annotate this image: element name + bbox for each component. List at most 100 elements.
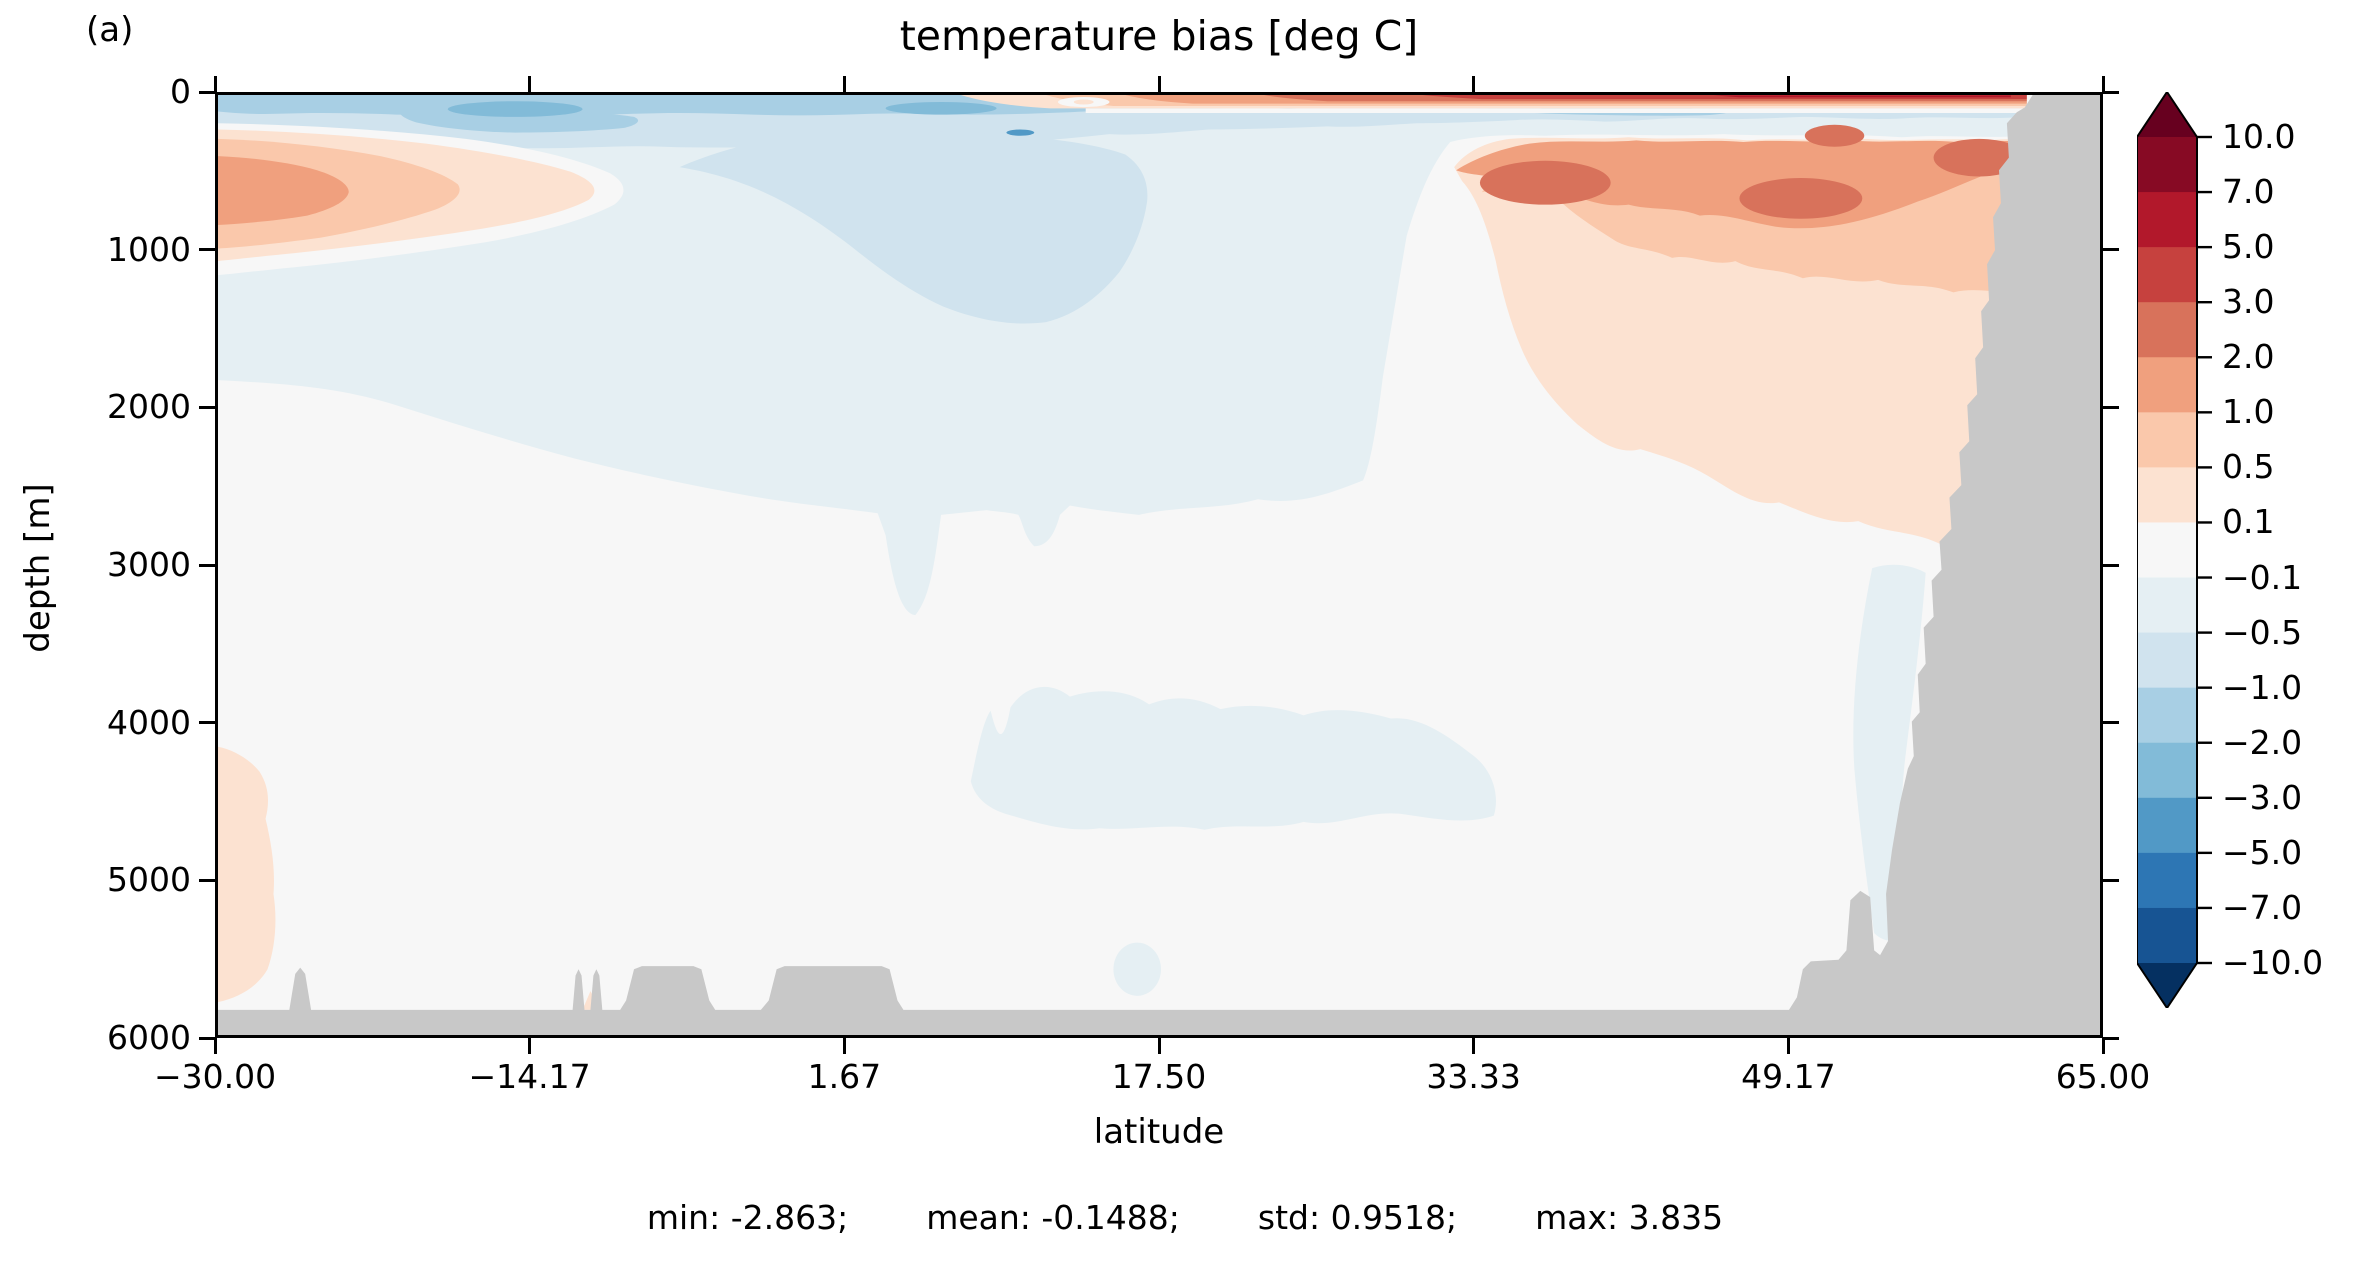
colorbar-tick	[2197, 411, 2212, 414]
colorbar-tick-label: −10.0	[2222, 943, 2324, 982]
x-tick-label: 17.50	[1111, 1057, 1207, 1096]
y-tick-label: 5000	[107, 860, 191, 900]
y-tick-label: 1000	[107, 229, 191, 269]
contour-feature-right-warm-inner	[1456, 140, 2027, 229]
y-tick-label: 2000	[107, 387, 191, 427]
y-tick-label: 0	[170, 72, 191, 111]
x-tick-label: −14.17	[468, 1057, 591, 1096]
colorbar	[2137, 92, 2212, 1008]
colorbar-tick-label: 10.0	[2222, 117, 2296, 156]
colorbar-tick	[2197, 466, 2212, 469]
contour-feature-cold-core-1	[447, 101, 583, 117]
x-tick-bottom	[1157, 1038, 1161, 1054]
colorbar-tick	[2197, 961, 2212, 965]
x-tick-top	[1472, 76, 1476, 92]
y-tick-left	[199, 563, 215, 567]
x-tick-top	[842, 76, 846, 92]
colorbar-segment	[2137, 797, 2197, 854]
x-tick-top	[528, 76, 532, 92]
contour-feature-bottom-cool-patch	[1113, 942, 1161, 996]
colorbar-tick	[2197, 796, 2212, 799]
contour-feature-midlayer-cool-blob	[679, 130, 1148, 324]
colorbar-tick-label: −1.0	[2222, 667, 2303, 707]
colorbar-segment	[2137, 687, 2197, 744]
contour-feature-stripe-gap	[1085, 108, 2027, 114]
panel-label: (a)	[86, 10, 134, 50]
colorbar-tick	[2197, 576, 2212, 579]
colorbar-tick-label: −3.0	[2222, 777, 2303, 817]
colorbar-tick	[2197, 245, 2212, 249]
colorbar-segment	[2137, 577, 2197, 634]
x-tick-bottom	[2101, 1038, 2105, 1054]
contour-plot-area	[215, 92, 2103, 1038]
contour-feature-right-warm-core-1	[1479, 160, 1611, 205]
x-tick-label: 65.00	[2055, 1057, 2151, 1096]
contour-feature-small-cool-blob	[1246, 337, 1330, 404]
colorbar-tick-label: 1.0	[2222, 392, 2275, 432]
contour-feature-surface-stripe-6	[1713, 95, 2011, 98]
y-tick-right	[2103, 721, 2119, 725]
x-tick-bottom	[1786, 1038, 1790, 1054]
y-tick-right	[2103, 1036, 2119, 1040]
y-tick-label: 6000	[107, 1018, 191, 1057]
colorbar-tick-label: −0.5	[2222, 612, 2303, 652]
colorbar-segment	[2137, 742, 2197, 799]
contour-feature-slope-cool-strip	[1853, 564, 1926, 942]
contour-feature-right-warm-core-2	[1739, 178, 1863, 219]
colorbar-tick	[2197, 521, 2212, 524]
colorbar-tick-label: 0.5	[2222, 447, 2275, 487]
colorbar-segment	[2137, 137, 2197, 193]
colorbar-tick-label: 2.0	[2222, 337, 2275, 377]
colorbar-tick	[2197, 631, 2212, 634]
contour-feature-deep-cool-blob	[970, 686, 1496, 830]
contour-feature-midwater-cool-region	[218, 95, 2027, 616]
x-tick-top	[213, 76, 217, 92]
colorbar-segment	[2137, 632, 2197, 689]
colorbar-tick-label: 3.0	[2222, 282, 2275, 322]
contour-feature-cold-core-2	[885, 102, 997, 115]
colorbar-tick-label: 7.0	[2222, 172, 2275, 212]
x-tick-label: −30.00	[153, 1057, 277, 1096]
colorbar-tick	[2197, 301, 2212, 304]
contour-feature-left-warm-core	[218, 156, 349, 226]
y-tick-right	[2103, 878, 2119, 882]
contour-feature-land-bathymetry	[218, 95, 2100, 1035]
y-tick-right	[2103, 248, 2119, 252]
y-tick-left	[199, 1036, 215, 1040]
y-tick-left	[199, 248, 215, 252]
colorbar-segment	[2137, 412, 2197, 468]
y-tick-right	[2103, 90, 2119, 94]
y-tick-label: 3000	[107, 545, 191, 584]
x-tick-bottom	[1472, 1038, 1476, 1054]
x-axis-label: latitude	[1093, 1112, 1225, 1152]
colorbar-tick-label: −0.1	[2222, 557, 2303, 597]
colorbar-segment	[2137, 852, 2197, 909]
colorbar-tick-label: 5.0	[2222, 227, 2275, 267]
colorbar-tick	[2197, 686, 2212, 689]
stat-value: std: 0.9518;	[1257, 1198, 1458, 1237]
colorbar-extend-top	[2137, 92, 2197, 137]
contour-field	[218, 95, 2100, 1035]
stats-line: min: -2.863; mean: -0.1488; std: 0.9518; ma…	[647, 1198, 1723, 1237]
colorbar-segment	[2137, 357, 2197, 413]
contour-feature-deep-left-warm-patch	[218, 746, 276, 1003]
x-tick-bottom	[842, 1038, 846, 1054]
colorbar-tick	[2197, 190, 2212, 194]
colorbar-tick	[2197, 851, 2212, 855]
colorbar-segment	[2137, 467, 2197, 524]
colorbar-tick-label: −7.0	[2222, 887, 2303, 927]
contour-feature-cold-speck	[1006, 129, 1035, 136]
x-tick-label: 1.67	[807, 1057, 882, 1096]
x-tick-top	[1786, 76, 1790, 92]
contour-feature-right-warm-core-4	[1804, 124, 1865, 147]
x-tick-label: 49.17	[1741, 1057, 1836, 1096]
colorbar-tick-label: −2.0	[2222, 722, 2303, 762]
colorbar-tick	[2197, 906, 2212, 910]
y-tick-left	[199, 405, 215, 409]
x-tick-label: 33.33	[1426, 1057, 1521, 1096]
colorbar-tick-label: 0.1	[2222, 502, 2275, 542]
x-tick-bottom	[213, 1038, 217, 1054]
contour-feature-surface-warm-eye-core	[1073, 99, 1094, 105]
colorbar-extend-bottom	[2137, 963, 2197, 1008]
